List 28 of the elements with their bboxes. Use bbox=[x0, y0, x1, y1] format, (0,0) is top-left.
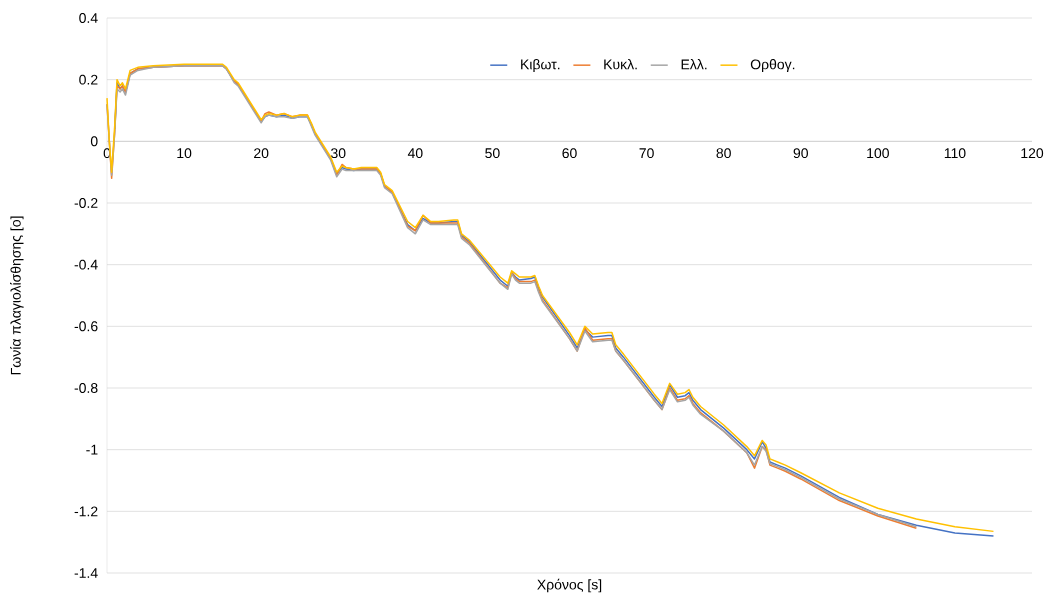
y-axis-title: Γωνία πλαγιολίσθησης [o] bbox=[10, 216, 24, 375]
y-tick-label: 0.2 bbox=[79, 74, 98, 85]
x-tick-label: 50 bbox=[485, 148, 500, 159]
y-tick-label: -0.8 bbox=[74, 383, 98, 393]
y-tick-label: -0.2 bbox=[74, 198, 98, 208]
y-tick-label: 0 bbox=[90, 136, 98, 147]
y-tick-label: -0.4 bbox=[74, 259, 98, 270]
x-tick-label: 100 bbox=[867, 148, 889, 159]
legend-label: Κιβωτ. bbox=[521, 59, 560, 73]
legend-label: Κυκλ. bbox=[604, 59, 637, 70]
x-tick-label: 110 bbox=[944, 148, 966, 159]
x-tick-label: 10 bbox=[177, 148, 192, 159]
x-tick-label: 20 bbox=[254, 148, 269, 159]
x-tick-label: 40 bbox=[407, 148, 423, 159]
y-tick-label: -1.2 bbox=[74, 506, 98, 517]
legend-label: Ορθογ. bbox=[750, 59, 795, 73]
x-tick-label: 90 bbox=[793, 148, 808, 159]
x-tick-label: 80 bbox=[716, 148, 731, 159]
legend-label: Ελλ. bbox=[681, 59, 707, 70]
x-tick-label: 120 bbox=[1021, 148, 1044, 159]
x-tick-label: 70 bbox=[639, 148, 654, 159]
x-axis-title: Χρόνος [s] bbox=[537, 578, 602, 593]
x-tick-label: 30 bbox=[331, 148, 346, 159]
y-tick-label: 0.4 bbox=[79, 13, 98, 23]
y-tick-label: -0.6 bbox=[74, 321, 98, 332]
y-tick-label: -1 bbox=[86, 444, 98, 455]
y-tick-label: -1.4 bbox=[74, 568, 98, 578]
x-tick-label: 60 bbox=[562, 148, 577, 159]
